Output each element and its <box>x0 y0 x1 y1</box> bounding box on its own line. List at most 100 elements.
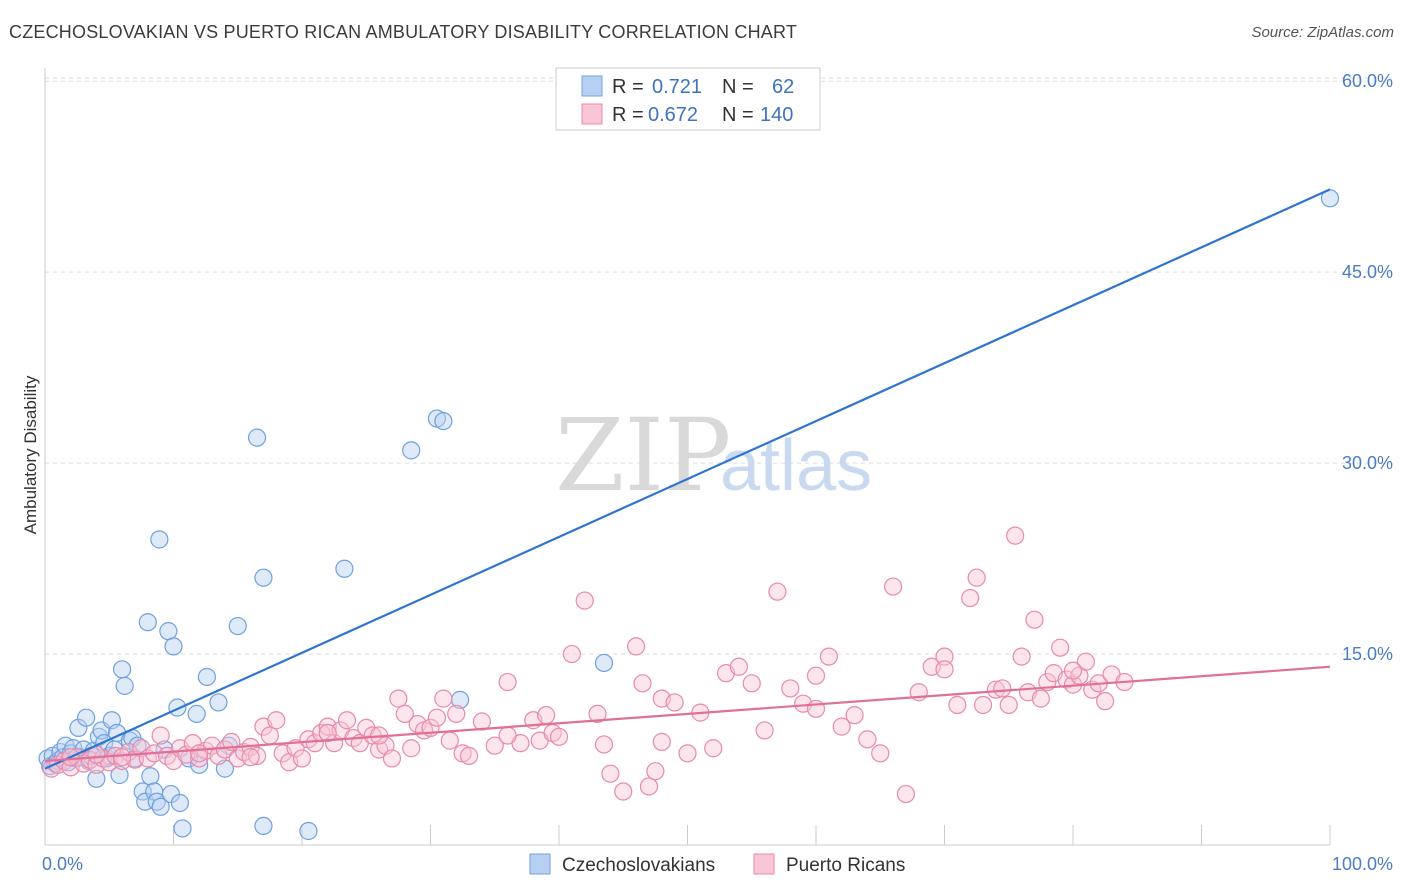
puerto-ricans-point-93 <box>755 721 774 740</box>
legend-swatch-puerto-ricans <box>581 103 603 125</box>
puerto-ricans-point-79 <box>601 764 620 783</box>
puerto-ricans-point-136 <box>318 723 337 743</box>
puerto-ricans-point-17 <box>151 726 170 745</box>
puerto-ricans-point-126 <box>1076 652 1095 671</box>
puerto-ricans-point-82 <box>633 674 652 693</box>
puerto-ricans-point-61 <box>434 689 453 708</box>
puerto-ricans-point-113 <box>993 679 1012 698</box>
czechoslovakians-point-53 <box>197 667 217 687</box>
legend-r-label-1: R = <box>612 76 644 98</box>
y-tick-label-3: 60.0% <box>1342 71 1393 91</box>
axes <box>44 68 1331 846</box>
puerto-ricans-point-84 <box>646 762 665 781</box>
puerto-ricans-point-107 <box>935 647 954 666</box>
puerto-ricans-point-39 <box>292 749 312 768</box>
bottom-legend-label-puerto-ricans: Puerto Ricans <box>786 855 905 876</box>
czechoslovakians-point-51 <box>187 704 206 723</box>
czechoslovakians-point-65 <box>434 411 453 431</box>
czechoslovakians-point-58 <box>247 428 267 447</box>
grid-lines <box>45 77 1392 655</box>
puerto-ricans-point-141 <box>935 660 954 679</box>
legend-n-label-1: N = <box>722 76 754 98</box>
puerto-ricans-point-89 <box>704 739 723 758</box>
puerto-ricans-point-119 <box>1031 689 1050 708</box>
puerto-ricans-point-122 <box>1051 638 1070 657</box>
puerto-ricans-point-62 <box>440 731 459 750</box>
czechoslovakians-point-61 <box>299 821 318 841</box>
legend-r-value-2: 0.672 <box>648 104 698 126</box>
puerto-ricans-point-80 <box>614 782 633 801</box>
puerto-ricans-point-78 <box>594 735 614 754</box>
puerto-ricans-point-135 <box>241 748 260 767</box>
puerto-ricans-point-75 <box>562 644 581 664</box>
watermark-zip: ZIP <box>555 397 731 514</box>
x-tick-label-1: 100.0% <box>1332 854 1393 874</box>
puerto-ricans-point-95 <box>781 679 800 698</box>
puerto-ricans-point-111 <box>973 695 993 715</box>
puerto-ricans-point-87 <box>678 744 697 763</box>
y-tick-label-0: 15.0% <box>1342 644 1393 664</box>
czechoslovakians-point-46 <box>164 637 183 656</box>
watermark: ZIP atlas <box>555 397 872 514</box>
puerto-ricans-point-94 <box>768 582 787 601</box>
series-puerto-ricans-points <box>42 526 1134 804</box>
puerto-ricans-point-27 <box>215 740 234 759</box>
puerto-ricans-point-81 <box>626 637 646 656</box>
puerto-ricans-point-129 <box>1096 692 1115 711</box>
source-label: Source: ZipAtlas.com <box>1251 24 1394 41</box>
puerto-ricans-point-115 <box>1006 526 1025 545</box>
puerto-ricans-point-98 <box>819 647 838 666</box>
legend-n-value-1: 62 <box>772 76 794 98</box>
bottom-legend-label-czechoslovakians: Czechoslovakians <box>562 855 715 876</box>
y-axis-label: Ambulatory Disability <box>21 375 40 534</box>
czechoslovakians-point-62 <box>335 559 354 578</box>
puerto-ricans-point-142 <box>1063 661 1083 680</box>
czechoslovakians-point-44 <box>159 622 178 641</box>
puerto-ricans-point-83 <box>639 777 659 796</box>
czechoslovakians-point-59 <box>254 568 273 587</box>
czechoslovakians-point-37 <box>138 613 157 632</box>
puerto-ricans-point-114 <box>999 695 1018 715</box>
y-tick-label-2: 45.0% <box>1342 262 1393 282</box>
legend-n-label-2: N = <box>722 104 754 126</box>
puerto-ricans-point-55 <box>395 704 414 723</box>
puerto-ricans-point-46 <box>337 711 357 730</box>
puerto-ricans-point-72 <box>537 706 556 725</box>
puerto-ricans-point-34 <box>260 726 279 745</box>
czechoslovakians-point-47 <box>168 698 187 717</box>
puerto-ricans-point-138 <box>498 726 517 745</box>
czechoslovakians-point-15 <box>77 708 96 727</box>
puerto-ricans-point-65 <box>459 746 479 765</box>
puerto-ricans-point-140 <box>806 666 826 685</box>
puerto-ricans-point-101 <box>858 730 877 749</box>
bottom-legend-swatch-czechoslovakians <box>529 853 551 875</box>
legend-r-value-1: 0.721 <box>652 76 702 98</box>
puerto-ricans-point-60 <box>427 708 447 727</box>
czechoslovakians-trend-line <box>44 188 1331 770</box>
trend-lines <box>44 188 1331 770</box>
legend-box: R = 0.721 N = 62 R = 0.672 N = 140 <box>555 67 821 131</box>
puerto-ricans-point-54 <box>389 689 408 708</box>
bottom-legend-swatch-puerto-ricans <box>753 853 775 875</box>
puerto-ricans-point-102 <box>871 744 890 763</box>
czechoslovakians-point-19 <box>87 769 106 788</box>
watermark-atlas: atlas <box>720 426 872 506</box>
puerto-ricans-point-118 <box>1025 610 1044 629</box>
czechoslovakians-point-67 <box>594 653 614 673</box>
puerto-ricans-point-76 <box>575 591 594 610</box>
puerto-ricans-point-91 <box>729 657 749 676</box>
legend-swatch-czechoslovakians <box>581 75 603 97</box>
puerto-ricans-point-35 <box>267 711 286 730</box>
czechoslovakians-point-41 <box>150 530 169 549</box>
puerto-ricans-point-100 <box>845 706 864 725</box>
czechoslovakians-point-29 <box>112 660 132 679</box>
puerto-ricans-point-86 <box>665 693 684 712</box>
czechoslovakians-point-54 <box>209 693 228 712</box>
puerto-ricans-point-92 <box>742 674 761 693</box>
puerto-ricans-point-32 <box>247 746 267 765</box>
x-tick-label-0: 0.0% <box>42 854 83 874</box>
puerto-ricans-point-108 <box>948 695 967 715</box>
puerto-ricans-point-133 <box>112 748 132 767</box>
puerto-ricans-point-97 <box>806 699 826 718</box>
